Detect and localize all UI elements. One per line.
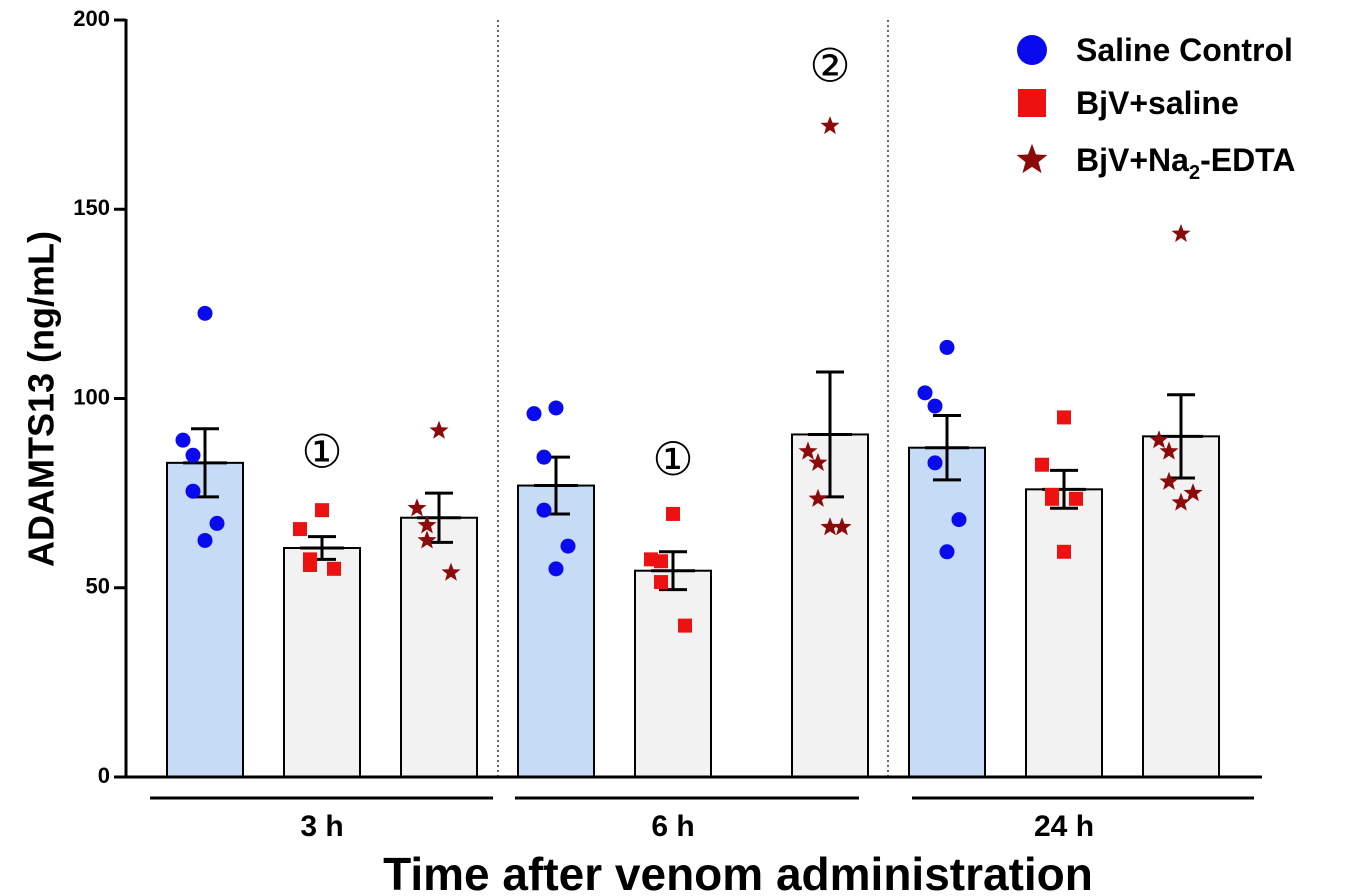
data-point-1-2-3 (1045, 491, 1059, 506)
bar-1-1 (634, 569, 712, 779)
data-point-2-0-4 (441, 562, 461, 581)
data-point-1-0-0 (315, 503, 329, 518)
x-group-label: 6 h (651, 810, 694, 843)
x-group-label: 24 h (1034, 810, 1094, 843)
data-point-0-1-2 (536, 449, 552, 465)
bar-1-2 (1025, 488, 1103, 778)
y-tick-label: 200 (73, 6, 110, 31)
bars (166, 433, 1220, 779)
data-point-2-2-5 (1171, 492, 1191, 511)
data-point-0-2-2 (927, 398, 943, 414)
data-point-0-0-5 (197, 532, 213, 548)
data-point-1-0-3 (303, 558, 317, 573)
data-point-2-1-0 (820, 115, 840, 135)
data-point-2-0-0 (429, 420, 449, 439)
data-point-1-1-2 (654, 554, 668, 569)
data-point-2-2-3 (1159, 471, 1179, 490)
bar-0-0 (166, 461, 244, 778)
legend: Saline Control BjV+saline BjV+Na2-EDTA (1016, 32, 1295, 184)
y-tick-label: 150 (73, 195, 110, 220)
data-point-2-2-4 (1183, 483, 1203, 502)
group-separators (497, 20, 889, 777)
error-bar-1-0 (300, 535, 344, 561)
error-bars (183, 370, 1203, 592)
data-point-1-1-4 (678, 618, 692, 633)
data-point-0-1-4 (560, 538, 576, 554)
error-bar-1-1 (651, 550, 695, 592)
data-point-1-2-4 (1069, 491, 1083, 506)
legend-item-0: Saline Control (1017, 32, 1293, 68)
legend-label: BjV+Na2-EDTA (1076, 142, 1295, 184)
data-point-0-2-3 (927, 455, 943, 471)
data-point-0-1-0 (548, 400, 564, 416)
data-points (175, 115, 1203, 633)
bar-0-2 (908, 446, 986, 778)
bar-0-1 (517, 484, 595, 778)
annotation-marker: ① (652, 433, 693, 485)
x-axis-title: Time after venom administration (383, 848, 1093, 896)
error-bar-2-1 (808, 370, 852, 499)
legend-label-part: BjV+Na (1076, 142, 1189, 178)
data-point-2-2-1 (1149, 430, 1169, 449)
data-point-1-0-1 (293, 522, 307, 537)
data-point-1-1-0 (666, 506, 680, 521)
bar-2-0 (400, 516, 478, 778)
data-point-1-2-1 (1035, 457, 1049, 472)
legend-item-2: BjV+Na2-EDTA (1016, 142, 1295, 184)
data-point-0-2-5 (939, 544, 955, 560)
legend-item-1: BjV+saline (1018, 85, 1239, 121)
y-tick-label: 50 (86, 574, 110, 599)
axes: 0 50 100 150 200 3 h 6 h 24 h (73, 6, 1262, 843)
data-point-1-0-4 (327, 561, 341, 576)
legend-label-part: 2 (1189, 162, 1200, 184)
data-point-1-2-5 (1057, 544, 1071, 559)
bar-2-2 (1142, 435, 1220, 778)
data-point-2-2-2 (1159, 441, 1179, 460)
data-point-2-1-5 (820, 517, 840, 536)
error-bar-0-2 (925, 414, 969, 482)
bar-1-0 (283, 547, 361, 778)
y-axis-title: ADAMTS13 (ng/mL) (21, 231, 62, 567)
x-group-label: 3 h (300, 810, 343, 843)
data-point-2-1-2 (808, 452, 828, 471)
data-point-1-2-0 (1057, 410, 1071, 425)
data-point-0-0-3 (185, 483, 201, 499)
data-point-0-2-4 (951, 512, 967, 528)
error-bar-2-0 (417, 491, 461, 544)
y-tick-label: 100 (73, 384, 110, 409)
data-point-0-1-3 (536, 502, 552, 518)
annotation-marker: ① (301, 425, 342, 477)
data-point-0-0-2 (185, 447, 201, 463)
data-point-0-2-1 (917, 385, 933, 401)
data-point-2-1-3 (808, 488, 828, 507)
legend-marker (1017, 35, 1047, 65)
legend-marker (1016, 143, 1048, 174)
legend-label-part: -EDTA (1200, 142, 1295, 178)
data-point-2-2-0 (1171, 223, 1191, 242)
data-point-1-1-3 (654, 575, 668, 590)
legend-marker (1018, 89, 1046, 117)
legend-label: Saline Control (1076, 32, 1293, 68)
data-point-2-0-3 (417, 530, 437, 549)
data-point-0-0-4 (209, 515, 225, 531)
annotations: ① ① ② (301, 39, 850, 485)
error-bar-2-2 (1159, 393, 1203, 480)
data-point-2-1-4 (832, 517, 852, 536)
data-point-0-0-0 (197, 305, 213, 321)
data-point-2-0-2 (417, 515, 437, 534)
data-point-0-1-1 (526, 406, 542, 422)
data-point-0-0-1 (175, 432, 191, 448)
legend-label: BjV+saline (1076, 85, 1239, 121)
y-tick-label: 0 (98, 763, 110, 788)
data-point-0-2-0 (939, 339, 955, 355)
annotation-marker: ② (809, 39, 850, 91)
data-point-2-1-1 (798, 441, 818, 460)
data-point-0-1-5 (548, 561, 564, 577)
data-point-2-0-1 (407, 498, 427, 517)
